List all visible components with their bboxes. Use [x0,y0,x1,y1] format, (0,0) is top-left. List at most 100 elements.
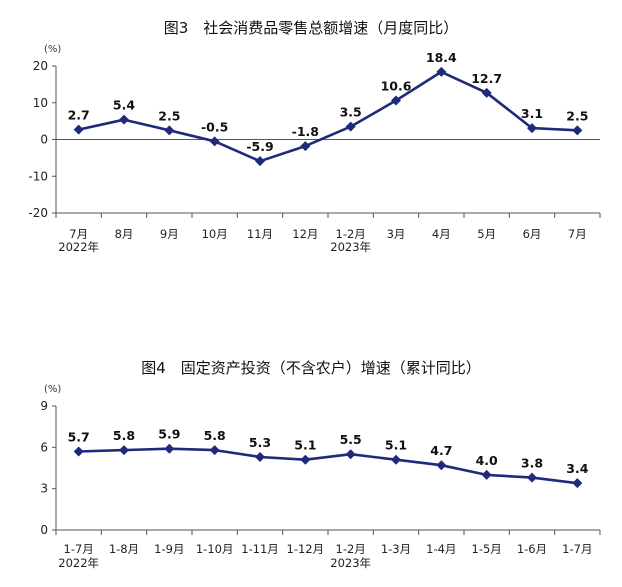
c2-data-point [300,454,311,465]
c2-data-label: 5.3 [249,435,271,450]
c1-data-point [481,87,492,98]
c1-data-label: -0.5 [201,119,228,134]
c2-data-point [119,445,129,456]
c2-data-label: 5.8 [204,428,226,443]
c1-series-polyline [78,70,578,163]
c1-x-tick-label: 8月 [115,227,134,241]
chart2-unit: (%) [44,384,61,395]
c2-data-label: 5.8 [113,428,135,443]
c1-x-tick-label: 1-2月 [336,227,366,241]
c2-y-tick-label: 3 [40,482,48,496]
c1-data-label: 2.7 [68,108,90,123]
c2-data-label: 4.0 [476,453,498,468]
c1-year-label: 2023年 [330,240,371,254]
chart1-data-labels: 2.7 5.4 2.5 -0.5 -5.9 -1.8 3.5 10.6 18.4 12.7 3.1 2… [68,50,589,154]
c1-x-tick-label: 5月 [477,227,496,241]
c2-year-label: 2023年 [330,556,371,570]
chart1-y-ticks: 20 10 0 -10 -20 [28,59,56,220]
c1-y-tick-label: 10 [33,96,48,110]
c1-x-tick-label: 6月 [523,227,542,241]
chart2-axes [55,406,601,535]
c1-data-label: -1.8 [292,124,319,139]
chart1-unit: (%) [44,44,61,55]
chart1-points [73,66,583,167]
c1-data-point [73,124,84,135]
c1-year-label: 2022年 [58,240,99,254]
c2-x-tick-label: 1-12月 [287,542,325,556]
chart2-y-ticks: 9 6 3 0 [40,399,56,537]
c2-x-tick-label: 1-3月 [381,542,411,556]
c2-data-point [527,472,537,483]
chart1-title: 图3 社会消费品零售总额增速（月度同比） [164,19,459,37]
c2-data-label: 5.9 [158,427,180,442]
c1-x-tick-label: 10月 [202,227,228,241]
c1-y-tick-label: -10 [28,169,48,183]
c2-y-tick-label: 0 [40,523,48,537]
c2-data-label: 3.4 [566,461,588,476]
chart1-series-line [78,70,578,163]
chart1-axes [55,66,601,218]
c2-data-point [345,449,356,460]
c1-x-tick-label: 12月 [292,227,318,241]
c1-data-point [527,123,537,134]
c2-x-tick-label: 1-6月 [517,542,547,556]
c1-x-tick-label: 11月 [247,227,273,241]
c2-data-label: 5.1 [385,438,407,453]
chart2-points [73,443,583,489]
chart1-x-ticks: 7月 8月 9月 10月 11月 12月 1-2月 3月 4月 5月 6月 7月 [69,227,586,241]
c1-data-label: 18.4 [426,50,457,65]
c1-data-point [345,121,356,132]
c2-x-tick-label: 1-7月 [562,542,592,556]
c2-x-tick-label: 1-5月 [472,542,502,556]
c2-data-point [255,451,265,462]
c1-x-tick-label: 4月 [432,227,451,241]
c2-data-label: 5.5 [340,432,362,447]
c1-x-tick-label: 7月 [568,227,587,241]
c1-data-point [119,114,129,125]
c2-data-point [572,478,583,489]
c1-data-point [436,66,447,77]
c2-data-point [436,460,447,471]
c2-x-tick-label: 1-7月 [64,542,94,556]
chart2-data-labels: 5.7 5.8 5.9 5.8 5.3 5.1 5.5 5.1 4.7 4.0 3.8 3.4 [68,427,589,476]
c1-x-tick-label: 3月 [387,227,406,241]
c2-data-label: 5.1 [294,438,316,453]
c1-y-tick-label: 20 [33,59,48,73]
c1-x-tick-label: 9月 [160,227,179,241]
c1-data-point [164,125,175,136]
c1-data-point [391,95,401,106]
c2-x-tick-label: 1-2月 [336,542,366,556]
c1-data-label: 5.4 [113,98,135,113]
c1-data-label: 2.5 [158,108,180,123]
c1-data-point [255,156,265,167]
chart2-series-line [78,447,578,485]
chart2-title: 图4 固定资产投资（不含农户）增速（累计同比） [141,359,481,377]
c2-series-polyline [78,447,578,485]
c1-data-label: 3.5 [340,105,362,120]
chart2-x-ticks: 1-7月 1-8月 1-9月 1-10月 1-11月 1-12月 1-2月 1-3月 1-4月 1… [64,542,593,556]
c1-data-point [209,136,220,147]
c2-y-tick-label: 9 [40,399,48,413]
c1-data-label: 3.1 [521,106,543,121]
c1-y-tick-label: 0 [40,133,48,147]
c1-data-point [572,125,583,136]
c2-x-tick-label: 1-10月 [196,542,234,556]
c2-data-label: 5.7 [68,429,90,444]
c2-data-point [164,443,175,454]
c2-data-label: 3.8 [521,456,543,471]
c2-x-tick-label: 1-11月 [241,542,279,556]
c1-data-label: 12.7 [471,71,502,86]
c2-data-label: 4.7 [430,443,452,458]
c1-data-label: 10.6 [381,79,412,94]
c2-x-tick-label: 1-4月 [426,542,456,556]
c1-x-tick-label: 7月 [69,227,88,241]
c1-data-label: 2.5 [566,108,588,123]
c2-x-tick-label: 1-8月 [109,542,139,556]
c2-data-point [481,469,492,480]
c2-y-tick-label: 6 [40,440,48,454]
c1-y-tick-label: -20 [28,206,48,220]
c2-data-point [391,454,401,465]
c1-data-label: -5.9 [246,139,273,154]
